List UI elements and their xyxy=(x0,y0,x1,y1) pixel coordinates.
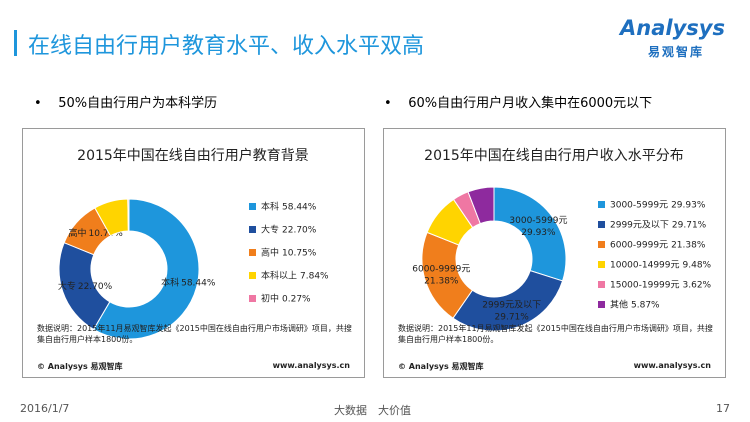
legend-label: 本科以上 xyxy=(261,270,297,282)
source: © Analysys 易观智库 xyxy=(37,362,123,371)
source: © Analysys 易观智库 xyxy=(398,362,484,371)
legend-label: 3000-5999元 xyxy=(610,201,668,211)
legend-value: 58.44% xyxy=(282,203,317,213)
legend-swatch xyxy=(249,249,256,256)
legend-swatch xyxy=(598,221,605,228)
url: www.analysys.cn xyxy=(633,361,711,370)
slice-label: 3000-5999元 xyxy=(509,216,567,226)
slice-label: 高中 xyxy=(69,227,87,239)
legend-value: 7.84% xyxy=(300,272,329,282)
legend-value: 9.48% xyxy=(683,261,712,271)
legend-label: 初中 xyxy=(261,293,279,305)
slice-label: 29.71% xyxy=(495,313,530,323)
chart: 2015年中国在线自由行用户收入水平分布3000-5999元29.93%3000… xyxy=(412,147,712,332)
bullet: • 50%自由行用户为本科学历 xyxy=(34,96,218,111)
bullet: • 60%自由行用户月收入集中在6000元以下 xyxy=(384,96,653,111)
legend-swatch xyxy=(598,281,605,288)
slice-label: 大专 xyxy=(58,280,76,292)
legend-label: 高中 xyxy=(261,247,279,259)
legend-swatch xyxy=(598,261,605,268)
legend-value: 21.38% xyxy=(671,241,706,251)
legend-value: 10.75% xyxy=(282,249,317,259)
slice-label: 本科 xyxy=(161,277,179,289)
logo: Analysys xyxy=(620,16,725,40)
slice xyxy=(452,269,564,332)
legend-value: 5.87% xyxy=(631,301,660,311)
bullet-text: 50%自由行用户为本科学历 xyxy=(58,96,218,111)
legend-value: 22.70% xyxy=(282,226,317,236)
legend-value: 3.62% xyxy=(683,281,712,291)
slice-label: 58.44% xyxy=(181,279,216,289)
legend-swatch xyxy=(598,241,605,248)
chart-panel: 2015年中国在线自由行用户收入水平分布 3000-5999元 29.93% 3000… xyxy=(383,128,726,378)
legend-swatch xyxy=(598,201,605,208)
legend-value: 0.27% xyxy=(282,295,311,305)
slice-label: 2999元及以下 xyxy=(482,300,541,311)
chart-panel: 2015年中国在线自由行用户教育背景 本科 58.44% 本科 58.44% 大专 22.7… xyxy=(22,128,365,378)
slice xyxy=(92,198,200,340)
note: 数据说明：2015年11月易观智库发起《2015中国在线自由行用户市场调研》项目… xyxy=(37,324,352,344)
note: 数据说明：2015年11月易观智库发起《2015中国在线自由行用户市场调研》项目… xyxy=(398,324,713,344)
legend-value: 29.93% xyxy=(671,201,706,211)
bullet-text: 60%自由行用户月收入集中在6000元以下 xyxy=(408,96,653,111)
slide-title: 在线自由行用户教育水平、收入水平双高 xyxy=(28,34,425,59)
chart-title: 2015年中国在线自由行用户收入水平分布 xyxy=(424,147,684,164)
legend-swatch xyxy=(249,203,256,210)
legend-label: 大专 xyxy=(261,224,279,236)
slice xyxy=(467,186,495,225)
slice-label: 21.38% xyxy=(424,276,459,286)
legend-label: 6000-9999元 xyxy=(610,241,668,251)
legend-label: 10000-14999元 xyxy=(610,261,680,271)
slice xyxy=(127,198,130,232)
legend-swatch xyxy=(598,301,605,308)
slogan: 大数据 大价值 xyxy=(334,404,411,417)
slice-label: 29.93% xyxy=(521,228,556,238)
legend-swatch xyxy=(249,295,256,302)
logo-sub: 易观智库 xyxy=(648,45,705,59)
legend-swatch xyxy=(249,226,256,233)
legend-value: 29.71% xyxy=(672,221,707,231)
slice-label: 6000-9999元 xyxy=(412,264,470,274)
legend-swatch xyxy=(249,272,256,279)
legend-label: 2999元及以下 xyxy=(610,220,669,231)
date: 2016/1/7 xyxy=(20,402,70,415)
legend-label: 15000-19999元 xyxy=(610,281,680,291)
legend-label: 其他 xyxy=(610,299,628,311)
legend-label: 本科 xyxy=(261,201,279,213)
slice-label: 10.75% xyxy=(89,229,124,239)
page-number: 17 xyxy=(716,402,730,415)
url: www.analysys.cn xyxy=(272,361,350,370)
slice-label: 22.70% xyxy=(78,282,113,292)
chart-title: 2015年中国在线自由行用户教育背景 xyxy=(77,147,309,164)
slice xyxy=(493,186,567,282)
title-bar xyxy=(14,30,17,56)
